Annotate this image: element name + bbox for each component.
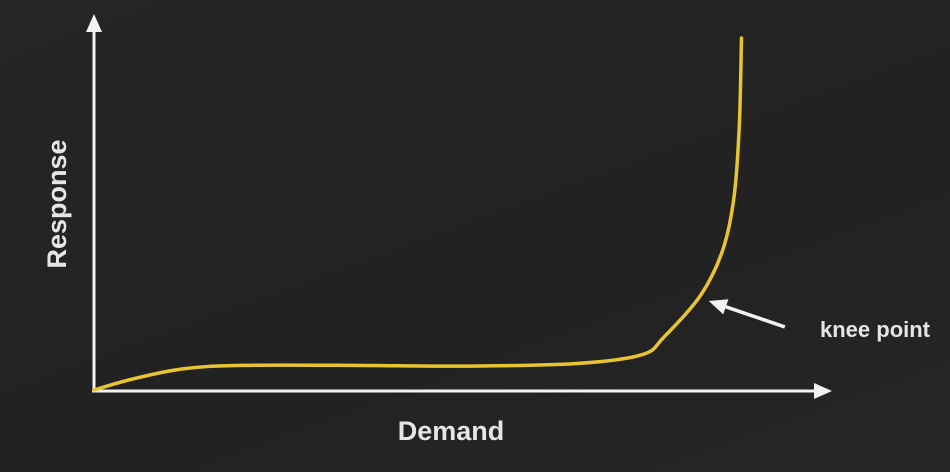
knee-point-arrow xyxy=(725,305,786,329)
y-axis-label: Response xyxy=(42,139,72,268)
y-axis-arrowhead xyxy=(86,14,102,32)
x-axis-arrowhead xyxy=(814,383,832,399)
knee-point-arrowhead xyxy=(708,299,729,315)
knee-point-label: knee point xyxy=(820,317,931,342)
series-line xyxy=(92,36,744,392)
x-axis-label: Demand xyxy=(398,416,505,446)
